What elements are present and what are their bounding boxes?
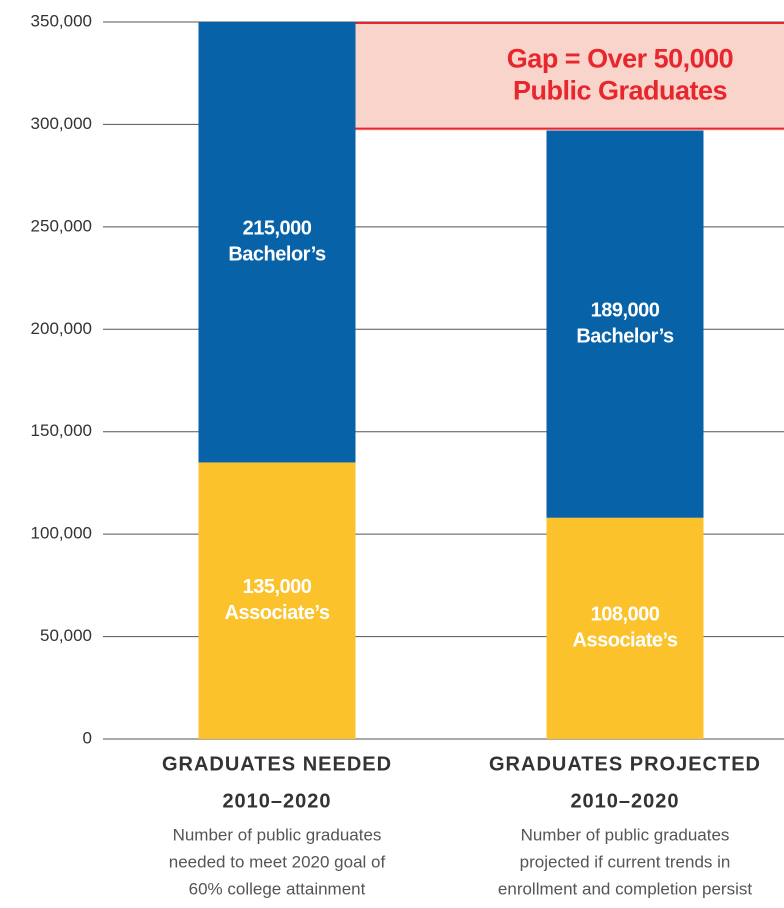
category-note: 60% college attainment xyxy=(189,879,366,898)
segment-label: Bachelor’s xyxy=(576,325,674,347)
category-note: Number of public graduates xyxy=(173,825,382,844)
category-note: projected if current trends in xyxy=(520,852,731,871)
category-note: needed to meet 2020 goal of xyxy=(169,852,386,871)
value-label: 135,000 xyxy=(243,576,312,598)
y-tick-label: 100,000 xyxy=(31,524,92,543)
annotation: Public Graduates xyxy=(513,75,727,105)
y-tick-label: 200,000 xyxy=(31,319,92,338)
bar-segment xyxy=(546,130,704,518)
value-label: 108,000 xyxy=(591,604,660,626)
category-note: Number of public graduates xyxy=(521,825,730,844)
x-tick-period: 2010–2020 xyxy=(570,790,679,812)
bar-segment xyxy=(198,22,356,463)
y-tick-label: 0 xyxy=(83,728,92,747)
segment-label: Associate’s xyxy=(573,630,678,652)
y-tick-label: 300,000 xyxy=(31,114,92,133)
y-tick-label: 350,000 xyxy=(31,11,92,30)
gap-box xyxy=(355,22,784,131)
y-tick-label: 50,000 xyxy=(40,626,92,645)
value-label: 215,000 xyxy=(243,218,312,240)
bar-segment xyxy=(198,462,356,739)
x-tick-label: GRADUATES NEEDED xyxy=(162,753,392,775)
category-note: enrollment and completion persist xyxy=(498,879,752,898)
bar-segment xyxy=(546,517,704,739)
y-tick-label: 250,000 xyxy=(31,216,92,235)
segment-label: Associate’s xyxy=(225,602,330,624)
annotation: Gap = Over 50,000 xyxy=(507,43,733,73)
segment-label: Bachelor’s xyxy=(228,244,326,266)
x-tick-label: GRADUATES PROJECTED xyxy=(489,753,761,775)
value-label: 189,000 xyxy=(591,299,660,321)
x-tick-period: 2010–2020 xyxy=(222,790,331,812)
y-tick-label: 150,000 xyxy=(31,421,92,440)
